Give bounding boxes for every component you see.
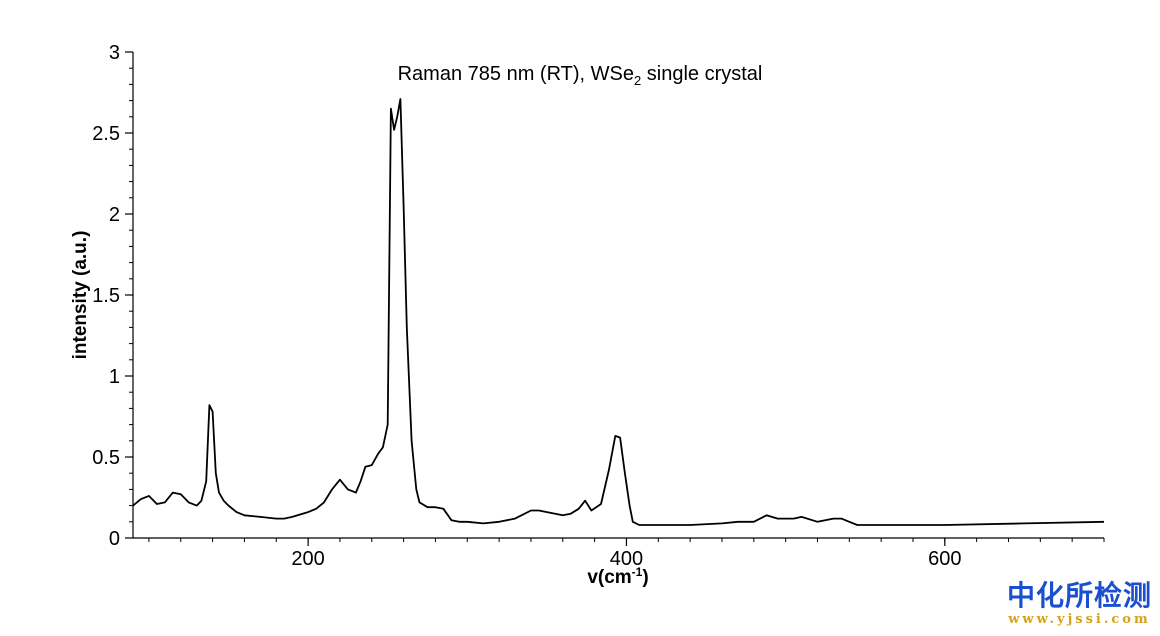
- y-axis-ticks: 0 0.5 1 1.5 2 2.5 3: [92, 42, 133, 550]
- watermark-logo: 中化所检测 www.yjssi.com: [1007, 580, 1152, 628]
- x-axis-title: v(cm-1): [587, 565, 648, 588]
- y-tick-label: 1: [109, 366, 120, 388]
- x-tick-label: 200: [291, 548, 324, 570]
- x-tick-label: 400: [610, 548, 643, 570]
- y-tick-label: 0: [109, 528, 120, 550]
- watermark-text: 中化所检测: [1006, 579, 1152, 612]
- x-tick-label: 600: [928, 548, 961, 570]
- x-axis-ticks: 200 400 600: [148, 538, 1105, 570]
- y-tick-label: 1.5: [92, 285, 120, 307]
- y-tick-label: 3: [109, 42, 120, 64]
- y-tick-label: 2: [109, 204, 120, 226]
- spectrum-line: [132, 98, 1105, 526]
- y-tick-label: 2.5: [92, 123, 120, 145]
- watermark-url: www.yjssi.com: [1008, 612, 1151, 627]
- y-tick-label: 0.5: [92, 447, 120, 469]
- chart-title: Raman 785 nm (RT), WSe2 single crystal: [398, 63, 763, 88]
- y-axis-title: intensity (a.u.): [70, 231, 91, 360]
